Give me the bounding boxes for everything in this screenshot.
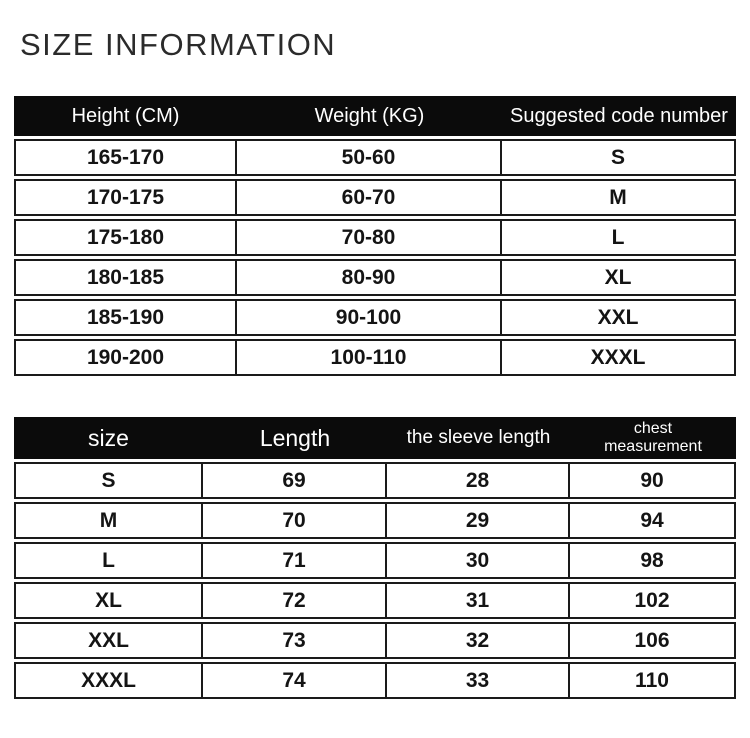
garment-measurements-table: size Length the sleeve length chest meas… (14, 414, 736, 702)
table-row: 180-185 80-90 XL (14, 259, 736, 296)
column-header-chest: chest measurement (570, 417, 736, 459)
table-cell: 90 (570, 462, 736, 499)
table-cell: 106 (570, 622, 736, 659)
height-weight-size-table: Height (CM) Weight (KG) Suggested code n… (14, 93, 736, 379)
table-row: 185-190 90-100 XXL (14, 299, 736, 336)
table-cell: 72 (203, 582, 387, 619)
table-header-row: size Length the sleeve length chest meas… (14, 417, 736, 459)
table-row: 190-200 100-110 XXXL (14, 339, 736, 376)
table-row: XXL 73 32 106 (14, 622, 736, 659)
table-cell: XXXL (14, 662, 203, 699)
table-cell: 102 (570, 582, 736, 619)
table-cell: XXL (502, 299, 736, 336)
table-cell: 29 (387, 502, 570, 539)
table-cell: 100-110 (237, 339, 502, 376)
table-row: XXXL 74 33 110 (14, 662, 736, 699)
table-cell: S (502, 139, 736, 176)
table-row: 170-175 60-70 M (14, 179, 736, 216)
column-header-length: Length (203, 417, 387, 459)
column-header-code: Suggested code number (502, 96, 736, 136)
table-cell: XXXL (502, 339, 736, 376)
table-cell: 73 (203, 622, 387, 659)
table-cell: 28 (387, 462, 570, 499)
table-cell: 60-70 (237, 179, 502, 216)
table-cell: 33 (387, 662, 570, 699)
table-cell: L (502, 219, 736, 256)
table-cell: 180-185 (14, 259, 237, 296)
table-cell: 74 (203, 662, 387, 699)
table-cell: 190-200 (14, 339, 237, 376)
table-cell: XL (502, 259, 736, 296)
table-cell: L (14, 542, 203, 579)
table-cell: 71 (203, 542, 387, 579)
table-cell: XXL (14, 622, 203, 659)
table-row: 175-180 70-80 L (14, 219, 736, 256)
table-cell: 90-100 (237, 299, 502, 336)
table-cell: 31 (387, 582, 570, 619)
table-cell: XL (14, 582, 203, 619)
table-cell: 30 (387, 542, 570, 579)
table-row: L 71 30 98 (14, 542, 736, 579)
table-cell: M (502, 179, 736, 216)
table-cell: 110 (570, 662, 736, 699)
table-cell: 32 (387, 622, 570, 659)
table-row: 165-170 50-60 S (14, 139, 736, 176)
table-cell: 69 (203, 462, 387, 499)
table-row: S 69 28 90 (14, 462, 736, 499)
column-header-chest-label: chest measurement (604, 419, 702, 455)
table-header-row: Height (CM) Weight (KG) Suggested code n… (14, 96, 736, 136)
column-header-size: size (14, 417, 203, 459)
table-cell: 80-90 (237, 259, 502, 296)
table-cell: M (14, 502, 203, 539)
column-header-height: Height (CM) (14, 96, 237, 136)
table-cell: S (14, 462, 203, 499)
page-title: SIZE INFORMATION (20, 27, 337, 62)
table-cell: 170-175 (14, 179, 237, 216)
table-cell: 70-80 (237, 219, 502, 256)
table-cell: 94 (570, 502, 736, 539)
column-header-weight: Weight (KG) (237, 96, 502, 136)
table-cell: 70 (203, 502, 387, 539)
table-cell: 50-60 (237, 139, 502, 176)
column-header-sleeve-length: the sleeve length (387, 417, 570, 459)
table-row: M 70 29 94 (14, 502, 736, 539)
table-cell: 165-170 (14, 139, 237, 176)
table-cell: 175-180 (14, 219, 237, 256)
table-row: XL 72 31 102 (14, 582, 736, 619)
table-cell: 185-190 (14, 299, 237, 336)
table-cell: 98 (570, 542, 736, 579)
